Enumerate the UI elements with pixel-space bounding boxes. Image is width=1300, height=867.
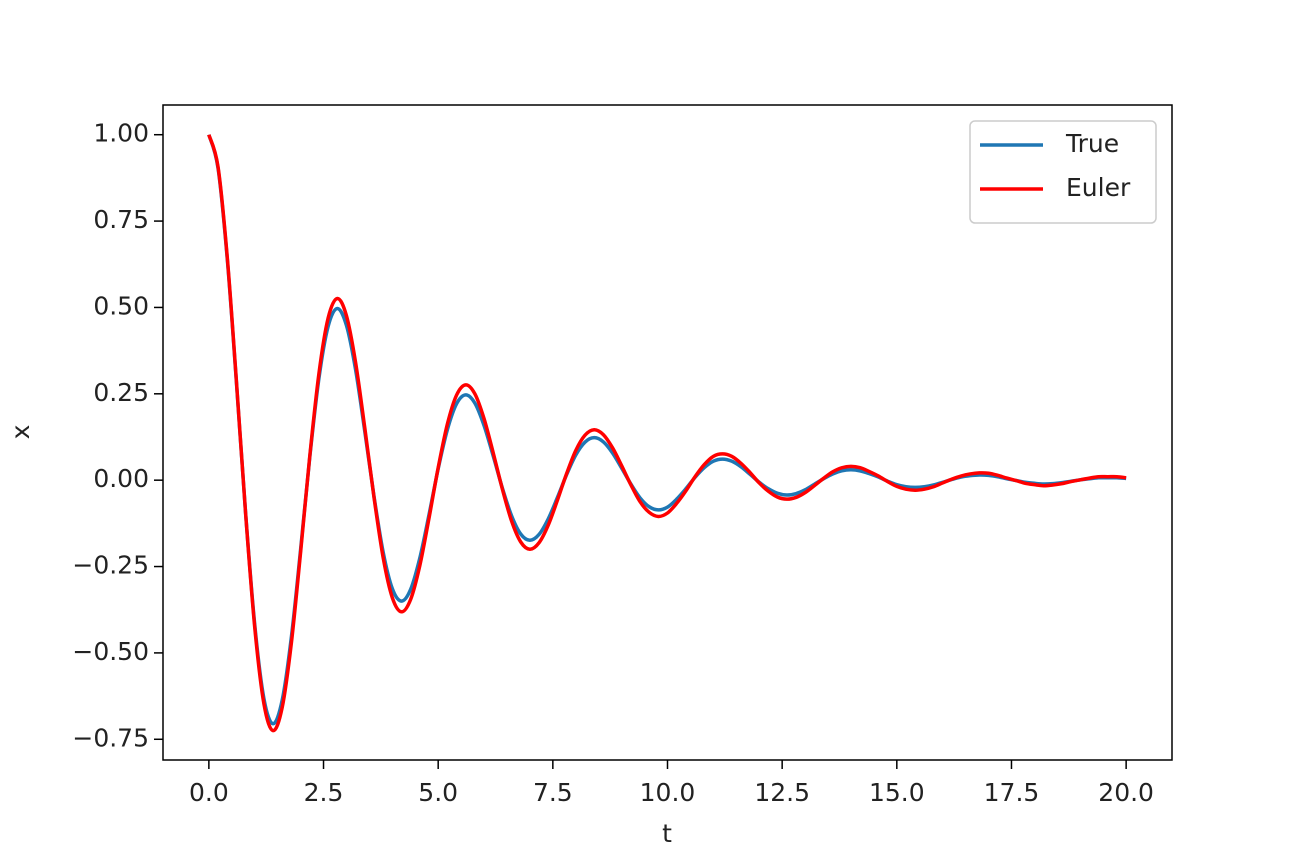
legend-frame	[969, 120, 1157, 224]
line-series	[207, 134, 1127, 733]
x-axis-label: t	[662, 819, 672, 848]
x-tick-label: 7.5	[533, 778, 573, 807]
y-tick-label: −0.25	[72, 551, 149, 580]
x-tick-label: 10.0	[640, 778, 696, 807]
x-tick-label: 0.0	[189, 778, 229, 807]
x-tick-label: 17.5	[984, 778, 1040, 807]
legend-label: True	[1065, 129, 1119, 158]
y-tick-label: 0.25	[93, 378, 149, 407]
y-tick-label: −0.75	[72, 723, 149, 752]
y-tick-label: −0.50	[72, 637, 149, 666]
x-tick-label: 20.0	[1098, 778, 1154, 807]
y-axis-label: x	[6, 425, 35, 440]
plot-area	[207, 134, 1127, 733]
x-tick-label: 12.5	[754, 778, 810, 807]
x-tick-label: 2.5	[304, 778, 344, 807]
y-tick-label: 0.00	[93, 464, 149, 493]
y-tick-label: 1.00	[93, 119, 149, 148]
y-tick-label: 0.75	[93, 205, 149, 234]
legend-label: Euler	[1066, 173, 1131, 202]
x-tick-label: 15.0	[869, 778, 925, 807]
legend: True Euler	[969, 120, 1157, 224]
x-tick-label: 5.0	[418, 778, 458, 807]
y-tick-label: 0.50	[93, 291, 149, 320]
